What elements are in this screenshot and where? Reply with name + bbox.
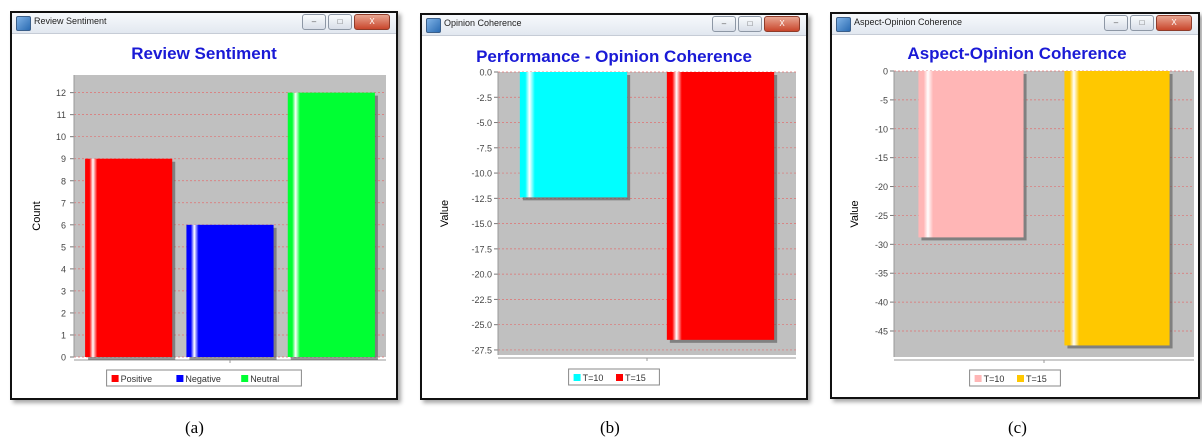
y-tick-label: -45 [875, 327, 888, 337]
minimize-button[interactable]: – [1104, 15, 1128, 31]
legend-swatch [111, 375, 119, 382]
close-button[interactable]: X [1156, 15, 1192, 31]
y-tick-label: 9 [61, 154, 66, 164]
y-tick-label: -20 [875, 182, 888, 192]
legend-swatch [176, 375, 184, 382]
legend-label: T=15 [625, 373, 646, 383]
maximize-button[interactable]: □ [1130, 15, 1154, 31]
bar-t-15 [666, 72, 775, 340]
close-button[interactable]: X [764, 16, 800, 32]
caption-c: (c) [1008, 418, 1027, 437]
y-tick-label: -10.0 [471, 169, 492, 179]
y-tick-label: 3 [61, 286, 66, 296]
y-tick-label: 7 [61, 198, 66, 208]
window-titlebar: Opinion Coherence – □ X [422, 15, 806, 36]
legend-label: Positive [121, 374, 153, 384]
legend-swatch [1017, 375, 1024, 382]
y-tick-label: 10 [56, 132, 66, 142]
y-tick-label: 0.0 [479, 68, 492, 78]
bar-neutral [287, 92, 375, 357]
legend-label: Negative [185, 374, 221, 384]
y-tick-label: -27.5 [471, 345, 492, 355]
legend-label: Neutral [250, 374, 279, 384]
legend-swatch [974, 375, 982, 382]
y-axis-label: Value [439, 200, 451, 227]
chart-review-sentiment: Review Sentiment0123456789101112CountPos… [31, 44, 386, 387]
y-tick-label: 0 [61, 353, 66, 363]
maximize-button[interactable]: □ [738, 16, 762, 32]
y-tick-label: 11 [57, 110, 66, 120]
caption-a: (a) [185, 418, 204, 437]
y-tick-label: 0 [883, 67, 888, 77]
chart-title: Aspect-Opinion Coherence [907, 44, 1126, 63]
legend-label: T=10 [984, 374, 1005, 384]
legend-box [106, 369, 302, 387]
y-tick-label: 4 [61, 264, 66, 274]
y-tick-label: 6 [61, 220, 66, 230]
java-app-icon [836, 17, 851, 32]
window-title: Opinion Coherence [444, 18, 522, 28]
y-tick-label: -17.5 [471, 244, 492, 254]
window-titlebar: Review Sentiment – □ X [12, 13, 396, 34]
java-app-icon [426, 18, 441, 33]
y-tick-label: -15 [875, 153, 888, 163]
y-tick-label: 5 [61, 242, 66, 252]
legend-box [969, 369, 1061, 387]
bar-positive [85, 158, 173, 357]
y-tick-label: -22.5 [471, 295, 492, 305]
legend-box [568, 368, 660, 386]
y-tick-label: -35 [875, 269, 888, 279]
y-tick-label: -30 [875, 240, 888, 250]
caption-b: (b) [600, 418, 620, 437]
y-tick-label: 12 [56, 88, 66, 98]
chart-window-opinion-coherence: Opinion Coherence – □ X Performance - Op… [420, 13, 808, 400]
y-tick-label: -25 [875, 211, 888, 221]
chart-title: Review Sentiment [131, 44, 277, 63]
chart-opinion-coherence: Performance - Opinion Coherence 0.0 -2.5 -5… [439, 47, 796, 386]
y-tick-label: -12.5 [471, 194, 492, 204]
chart-title: Performance - Opinion Coherence [476, 47, 752, 66]
y-tick-label: -40 [875, 298, 888, 308]
window-title: Review Sentiment [34, 16, 107, 26]
java-app-icon [16, 16, 31, 31]
y-tick-label: -7.5 [476, 143, 492, 153]
legend-label: T=15 [1026, 374, 1047, 384]
maximize-button[interactable]: □ [328, 14, 352, 30]
y-tick-label: -2.5 [476, 93, 492, 103]
y-tick-label: -5 [880, 95, 888, 105]
y-tick-label: 2 [61, 308, 66, 318]
y-tick-label: -15.0 [471, 219, 492, 229]
legend-label: T=10 [583, 373, 604, 383]
y-axis-label: Value [849, 200, 861, 227]
chart-aspect-opinion-coherence: Aspect-Opinion Coherence 0 -5 -10 -15 -20 -25 -… [849, 44, 1194, 387]
chart-window-review-sentiment: Review Sentiment – □ X Review Sentiment 0… [10, 11, 398, 400]
legend-swatch [616, 374, 623, 381]
minimize-button[interactable]: – [712, 16, 736, 32]
chart-window-aspect-opinion-coherence: Aspect-Opinion Coherence – □ X Aspect-Op… [830, 12, 1200, 399]
y-tick-label: -5.0 [476, 118, 492, 128]
bar-t-10 [519, 72, 628, 198]
bar-negative [186, 224, 274, 357]
bar-t-15 [1064, 71, 1170, 346]
bar-t-10 [918, 71, 1024, 238]
y-tick-label: -25.0 [471, 320, 492, 330]
y-tick-label: -20.0 [471, 270, 492, 280]
window-title: Aspect-Opinion Coherence [854, 17, 963, 27]
legend-swatch [573, 374, 581, 381]
y-tick-label: 8 [61, 176, 66, 186]
y-tick-label: -10 [875, 124, 888, 134]
y-axis-label: Count [31, 201, 43, 230]
window-titlebar: Aspect-Opinion Coherence – □ X [832, 14, 1198, 35]
close-button[interactable]: X [354, 14, 390, 30]
legend-swatch [241, 375, 249, 382]
minimize-button[interactable]: – [302, 14, 326, 30]
y-tick-label: 1 [61, 330, 66, 340]
